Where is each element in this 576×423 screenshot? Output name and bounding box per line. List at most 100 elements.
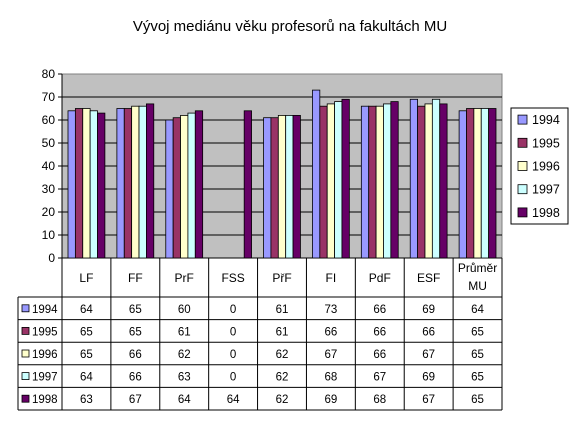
y-tick-label: 40 [42, 159, 56, 173]
table-series-label: 1996 [32, 349, 58, 361]
data-label: 0 [230, 349, 236, 361]
bar-1997-8 [480, 108, 490, 259]
data-label: 63 [178, 372, 191, 384]
table-series-label: 1995 [32, 326, 58, 338]
data-label: 65 [471, 326, 484, 338]
bar-1997-7 [431, 98, 441, 259]
bar-1996-1 [131, 105, 140, 259]
category-label: Průměr [458, 261, 497, 275]
bar-1996-2 [180, 115, 189, 259]
legend-key-1998 [517, 207, 528, 218]
bar-1998-6 [390, 101, 399, 259]
bar-1998-3 [243, 110, 252, 259]
bar-1995-2 [172, 117, 181, 259]
data-label: 65 [129, 304, 142, 316]
data-label: 68 [324, 372, 337, 384]
data-label: 67 [129, 394, 142, 406]
data-label: 64 [80, 372, 93, 384]
data-label: 66 [373, 304, 386, 316]
legend-label: 1996 [532, 160, 560, 174]
bar-1998-5 [341, 98, 350, 259]
data-label: 65 [80, 349, 93, 361]
data-label: 65 [80, 326, 93, 338]
bar-1994-4 [263, 117, 272, 259]
y-tick-label: 80 [42, 67, 56, 81]
table-legend-key-1994 [21, 304, 30, 313]
bar-1998-0 [97, 112, 106, 259]
bar-1998-1 [145, 103, 155, 259]
y-tick-label: 20 [42, 205, 56, 219]
data-label: 66 [129, 372, 142, 384]
data-label: 69 [324, 394, 337, 406]
data-label: 61 [276, 326, 289, 338]
category-label: FF [128, 271, 143, 285]
data-label: 67 [324, 349, 337, 361]
bar-1997-5 [334, 101, 343, 259]
bar-1998-2 [194, 110, 204, 259]
table-series-label: 1997 [32, 372, 58, 384]
y-tick-label: 0 [48, 251, 55, 265]
data-label: 62 [178, 349, 191, 361]
bar-1994-5 [312, 89, 321, 259]
data-label: 62 [276, 372, 289, 384]
data-label: 65 [129, 326, 142, 338]
legend-key-1995 [517, 137, 528, 148]
table-series-label: 1994 [32, 304, 58, 316]
data-label: 0 [230, 372, 236, 384]
category-label: FI [326, 271, 337, 285]
y-tick-label: 70 [42, 90, 56, 104]
legend-key-1997 [517, 184, 528, 195]
data-label: 62 [276, 394, 289, 406]
bar-1994-1 [116, 108, 125, 259]
bar-1994-8 [458, 110, 467, 259]
bar-1996-0 [82, 108, 91, 259]
table-legend-key-1997 [21, 372, 30, 381]
data-label: 62 [276, 349, 289, 361]
bar-1996-4 [277, 115, 287, 259]
data-label: 67 [422, 349, 435, 361]
table-legend-key-1996 [21, 349, 30, 358]
bar-1995-0 [74, 108, 84, 259]
data-label: 65 [471, 349, 484, 361]
bar-1996-5 [326, 103, 335, 259]
bar-1996-7 [424, 103, 433, 259]
bar-1998-4 [292, 115, 301, 259]
y-tick-label: 30 [42, 182, 56, 196]
category-label-line2: MU [468, 279, 487, 293]
bar-1998-8 [488, 108, 497, 259]
category-label: FSS [221, 271, 244, 285]
category-label: PdF [369, 271, 391, 285]
data-label: 65 [471, 372, 484, 384]
legend-label: 1998 [532, 206, 560, 220]
table-legend-key-1995 [21, 326, 30, 335]
bar-1997-2 [187, 112, 196, 259]
bar-1997-1 [138, 105, 147, 259]
bar-1996-6 [375, 105, 384, 259]
chart-title: Vývoj mediánu věku profesorů na fakultác… [133, 18, 447, 35]
category-label: LF [79, 271, 93, 285]
data-label: 64 [227, 394, 240, 406]
category-label: PřF [272, 271, 291, 285]
y-tick-label: 10 [42, 228, 56, 242]
data-label: 66 [422, 326, 435, 338]
data-label: 61 [178, 326, 191, 338]
bar-1996-8 [473, 108, 482, 259]
y-tick-label: 60 [42, 113, 56, 127]
data-label: 68 [373, 394, 386, 406]
bar-1995-5 [319, 105, 328, 259]
category-label: ESF [417, 271, 440, 285]
bar-1997-4 [285, 115, 294, 259]
bar-1994-6 [360, 105, 370, 259]
bar-1994-7 [409, 98, 419, 259]
bar-1998-7 [439, 103, 448, 259]
data-label: 65 [471, 394, 484, 406]
legend-label: 1997 [532, 183, 560, 197]
bar-1997-6 [383, 103, 392, 259]
table-legend-key-1998 [21, 394, 30, 403]
legend-key-1996 [517, 161, 528, 171]
category-label: PrF [175, 271, 194, 285]
bar-1995-8 [466, 108, 475, 259]
data-label: 0 [230, 326, 236, 338]
data-label: 63 [80, 394, 93, 406]
